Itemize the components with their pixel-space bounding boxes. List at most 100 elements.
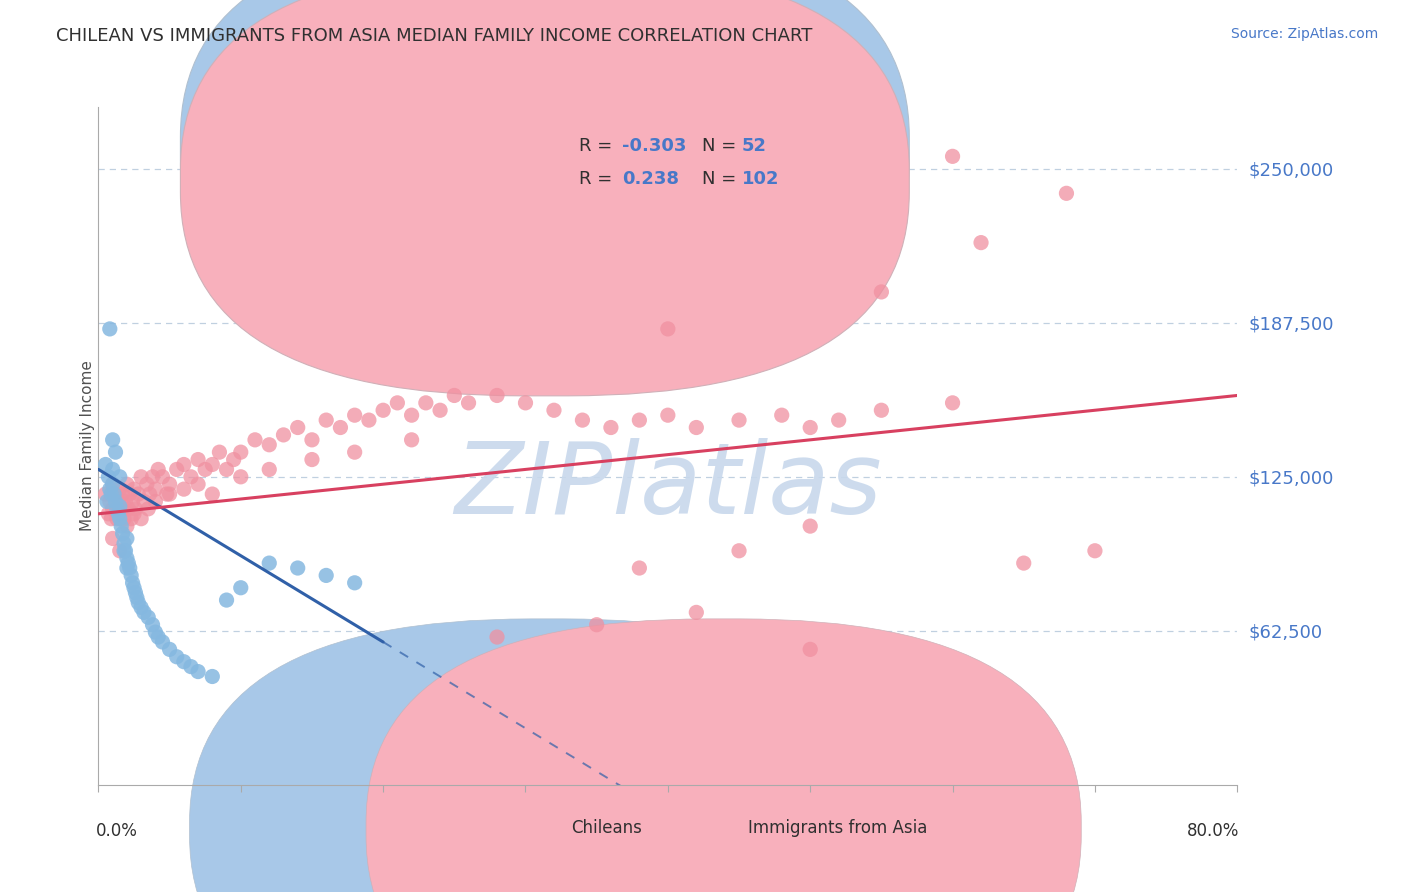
Point [273,428,295,442]
Point [1012,556,1035,570]
Point [129,600,152,615]
Point [215,593,238,607]
Point [728,413,751,427]
Text: R =: R = [579,169,624,188]
Point [259,462,281,476]
Point [215,462,238,476]
Point [97,470,120,484]
Point [101,462,124,476]
Point [98,322,121,336]
Point [138,487,160,501]
Point [799,420,821,434]
Point [101,433,124,447]
Point [104,487,127,501]
Point [145,625,167,640]
Point [685,420,707,434]
Text: 52: 52 [742,137,766,155]
Point [108,500,131,514]
Point [115,551,138,566]
Point [110,519,132,533]
Point [129,512,152,526]
Point [135,477,157,491]
Point [122,581,145,595]
Text: -0.303: -0.303 [623,137,686,155]
Point [343,445,366,459]
Point [343,408,366,422]
Point [122,507,145,521]
Point [152,470,174,484]
Text: 0.0%: 0.0% [96,822,138,840]
Point [180,470,202,484]
Point [543,403,565,417]
Point [110,501,132,516]
Point [132,606,155,620]
Point [111,487,134,501]
Point [145,494,167,508]
Point [187,477,209,491]
Point [685,606,707,620]
Point [159,642,181,657]
Point [799,642,821,657]
Point [117,556,139,570]
Point [120,512,142,526]
Point [111,526,134,541]
Point [107,494,129,508]
Point [117,501,139,516]
Point [180,659,202,673]
Point [136,501,159,516]
Point [942,396,965,410]
Text: N =: N = [702,169,742,188]
Point [243,433,266,447]
Point [208,445,231,459]
Point [401,408,423,422]
Point [145,482,167,496]
Point [108,482,131,496]
Point [108,512,131,526]
Point [194,462,217,476]
Point [129,470,152,484]
Text: CHILEAN VS IMMIGRANTS FROM ASIA MEDIAN FAMILY INCOME CORRELATION CHART: CHILEAN VS IMMIGRANTS FROM ASIA MEDIAN F… [56,27,813,45]
Point [870,403,893,417]
Point [122,482,145,496]
Point [173,482,195,496]
Point [173,458,195,472]
Point [136,610,159,624]
Point [118,561,141,575]
Point [657,408,679,422]
Point [112,536,135,550]
Point [100,512,122,526]
Point [401,433,423,447]
Text: R =: R = [579,137,619,155]
Point [515,396,537,410]
Point [571,413,593,427]
Point [94,487,117,501]
Point [415,396,437,410]
Point [799,519,821,533]
Point [187,665,209,679]
Text: 0.238: 0.238 [623,169,679,188]
Point [343,575,366,590]
Point [101,501,124,516]
Point [104,445,127,459]
Point [118,487,141,501]
Point [357,413,380,427]
Point [585,617,607,632]
Text: 80.0%: 80.0% [1187,822,1240,840]
Point [105,501,128,516]
Point [457,396,479,410]
Point [287,561,309,575]
Point [600,420,623,434]
Point [152,635,174,649]
Point [148,462,170,476]
Point [166,462,188,476]
Point [387,396,409,410]
Point [728,543,751,558]
Point [141,617,163,632]
Point [115,519,138,533]
Point [486,388,509,402]
Point [201,458,224,472]
Point [115,561,138,575]
Point [870,285,893,299]
Point [259,438,281,452]
Point [373,403,395,417]
